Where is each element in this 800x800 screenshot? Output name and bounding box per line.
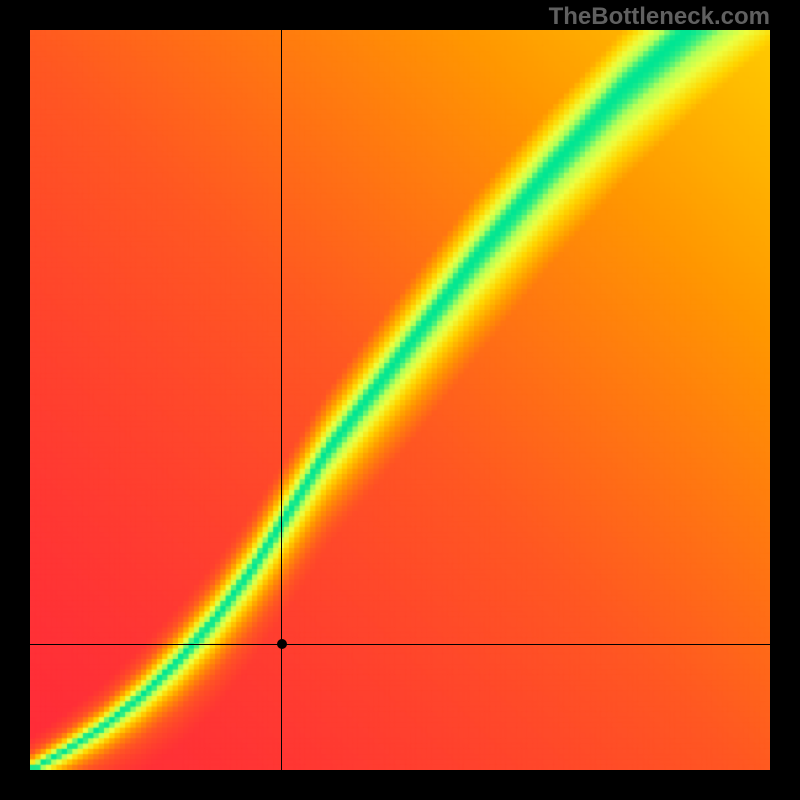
chart-container: TheBottleneck.com [0,0,800,800]
crosshair-marker-dot [277,639,287,649]
crosshair-vertical [281,30,282,770]
crosshair-horizontal [30,644,770,645]
bottleneck-heatmap [30,30,770,770]
watermark-text: TheBottleneck.com [549,3,770,31]
